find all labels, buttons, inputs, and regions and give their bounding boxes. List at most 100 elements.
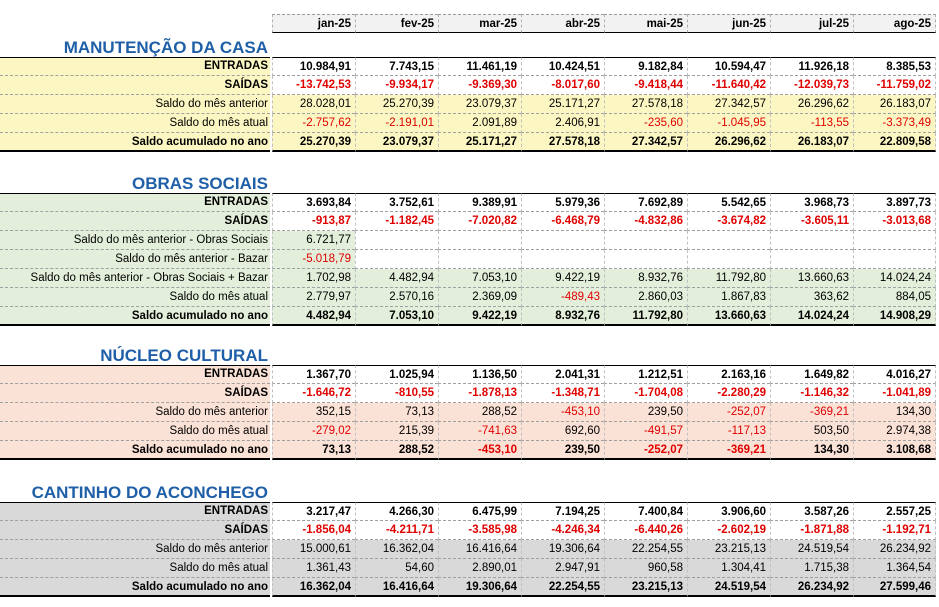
value-cell[interactable]: -11.640,42 <box>687 76 770 95</box>
value-cell[interactable]: 28.028,01 <box>272 95 355 114</box>
value-cell[interactable] <box>521 231 604 250</box>
value-cell[interactable]: 25.171,27 <box>438 133 521 152</box>
value-cell[interactable] <box>853 231 936 250</box>
value-cell[interactable]: 352,15 <box>272 403 355 422</box>
value-cell[interactable]: -4.246,34 <box>521 521 604 540</box>
value-cell[interactable]: 3.108,68 <box>853 441 936 460</box>
value-cell[interactable]: 288,52 <box>355 441 438 460</box>
value-cell[interactable]: 5.542,65 <box>687 193 770 212</box>
value-cell[interactable]: 134,30 <box>770 441 853 460</box>
value-cell[interactable]: 960,58 <box>604 559 687 578</box>
value-cell[interactable]: 14.024,24 <box>770 307 853 326</box>
value-cell[interactable]: 2.779,97 <box>272 288 355 307</box>
value-cell[interactable]: 73,13 <box>355 403 438 422</box>
value-cell[interactable]: 23.079,37 <box>355 133 438 152</box>
value-cell[interactable] <box>355 231 438 250</box>
value-cell[interactable]: 22.254,55 <box>521 578 604 597</box>
month-header-mai-25[interactable]: mai-25 <box>604 14 687 33</box>
value-cell[interactable]: -1.348,71 <box>521 384 604 403</box>
value-cell[interactable]: 884,05 <box>853 288 936 307</box>
value-cell[interactable] <box>355 250 438 269</box>
value-cell[interactable]: 215,39 <box>355 422 438 441</box>
value-cell[interactable]: -489,43 <box>521 288 604 307</box>
month-header-jan-25[interactable]: jan-25 <box>272 14 355 33</box>
value-cell[interactable]: -1.146,32 <box>770 384 853 403</box>
value-cell[interactable]: -5.018,79 <box>272 250 355 269</box>
value-cell[interactable]: 25.270,39 <box>355 95 438 114</box>
value-cell[interactable]: 25.270,39 <box>272 133 355 152</box>
value-cell[interactable]: 6.721,77 <box>272 231 355 250</box>
value-cell[interactable] <box>438 231 521 250</box>
value-cell[interactable]: 9.389,91 <box>438 193 521 212</box>
value-cell[interactable]: -1.871,88 <box>770 521 853 540</box>
value-cell[interactable] <box>770 231 853 250</box>
value-cell[interactable]: 14.908,29 <box>853 307 936 326</box>
value-cell[interactable]: 1.212,51 <box>604 365 687 384</box>
value-cell[interactable]: 2.974,38 <box>853 422 936 441</box>
value-cell[interactable]: 692,60 <box>521 422 604 441</box>
value-cell[interactable]: 2.091,89 <box>438 114 521 133</box>
value-cell[interactable]: 2.406,91 <box>521 114 604 133</box>
value-cell[interactable]: 9.182,84 <box>604 57 687 76</box>
value-cell[interactable]: 3.968,73 <box>770 193 853 212</box>
value-cell[interactable]: -1.041,89 <box>853 384 936 403</box>
value-cell[interactable]: -2.191,01 <box>355 114 438 133</box>
value-cell[interactable]: 11.926,18 <box>770 57 853 76</box>
value-cell[interactable]: -1.704,08 <box>604 384 687 403</box>
value-cell[interactable]: -369,21 <box>770 403 853 422</box>
value-cell[interactable] <box>687 250 770 269</box>
value-cell[interactable]: 1.715,38 <box>770 559 853 578</box>
value-cell[interactable]: -9.418,44 <box>604 76 687 95</box>
value-cell[interactable]: -113,55 <box>770 114 853 133</box>
value-cell[interactable]: 3.897,73 <box>853 193 936 212</box>
value-cell[interactable]: -2.757,62 <box>272 114 355 133</box>
value-cell[interactable]: 7.743,15 <box>355 57 438 76</box>
value-cell[interactable]: 27.578,18 <box>604 95 687 114</box>
value-cell[interactable]: -8.017,60 <box>521 76 604 95</box>
value-cell[interactable]: 1.702,98 <box>272 269 355 288</box>
value-cell[interactable]: 24.519,54 <box>770 540 853 559</box>
value-cell[interactable]: -11.759,02 <box>853 76 936 95</box>
value-cell[interactable]: 7.053,10 <box>438 269 521 288</box>
value-cell[interactable]: -3.585,98 <box>438 521 521 540</box>
value-cell[interactable]: 11.792,80 <box>604 307 687 326</box>
value-cell[interactable] <box>770 250 853 269</box>
value-cell[interactable]: 10.984,91 <box>272 57 355 76</box>
value-cell[interactable]: 1.361,43 <box>272 559 355 578</box>
value-cell[interactable]: -810,55 <box>355 384 438 403</box>
value-cell[interactable]: 2.557,25 <box>853 502 936 521</box>
value-cell[interactable]: 11.461,19 <box>438 57 521 76</box>
value-cell[interactable]: 1.867,83 <box>687 288 770 307</box>
month-header-abr-25[interactable]: abr-25 <box>521 14 604 33</box>
value-cell[interactable]: 2.890,01 <box>438 559 521 578</box>
value-cell[interactable]: 13.660,63 <box>687 307 770 326</box>
value-cell[interactable]: -3.373,49 <box>853 114 936 133</box>
value-cell[interactable]: -235,60 <box>604 114 687 133</box>
value-cell[interactable]: 27.342,57 <box>687 95 770 114</box>
month-header-mar-25[interactable]: mar-25 <box>438 14 521 33</box>
value-cell[interactable]: 7.400,84 <box>604 502 687 521</box>
value-cell[interactable]: -453,10 <box>521 403 604 422</box>
value-cell[interactable]: 10.424,51 <box>521 57 604 76</box>
value-cell[interactable]: -9.369,30 <box>438 76 521 95</box>
value-cell[interactable]: -3.013,68 <box>853 212 936 231</box>
value-cell[interactable]: 14.024,24 <box>853 269 936 288</box>
value-cell[interactable]: -1.646,72 <box>272 384 355 403</box>
value-cell[interactable]: 288,52 <box>438 403 521 422</box>
value-cell[interactable]: -6.468,79 <box>521 212 604 231</box>
value-cell[interactable]: 15.000,61 <box>272 540 355 559</box>
value-cell[interactable]: -6.440,26 <box>604 521 687 540</box>
value-cell[interactable]: -4.832,86 <box>604 212 687 231</box>
value-cell[interactable]: 73,13 <box>272 441 355 460</box>
value-cell[interactable]: 1.304,41 <box>687 559 770 578</box>
value-cell[interactable]: 26.234,92 <box>770 578 853 597</box>
value-cell[interactable]: 16.416,64 <box>355 578 438 597</box>
value-cell[interactable]: 7.194,25 <box>521 502 604 521</box>
value-cell[interactable]: 16.416,64 <box>438 540 521 559</box>
value-cell[interactable] <box>604 231 687 250</box>
value-cell[interactable]: 26.183,07 <box>770 133 853 152</box>
value-cell[interactable] <box>687 231 770 250</box>
value-cell[interactable]: 27.342,57 <box>604 133 687 152</box>
value-cell[interactable]: -913,87 <box>272 212 355 231</box>
value-cell[interactable]: 2.570,16 <box>355 288 438 307</box>
